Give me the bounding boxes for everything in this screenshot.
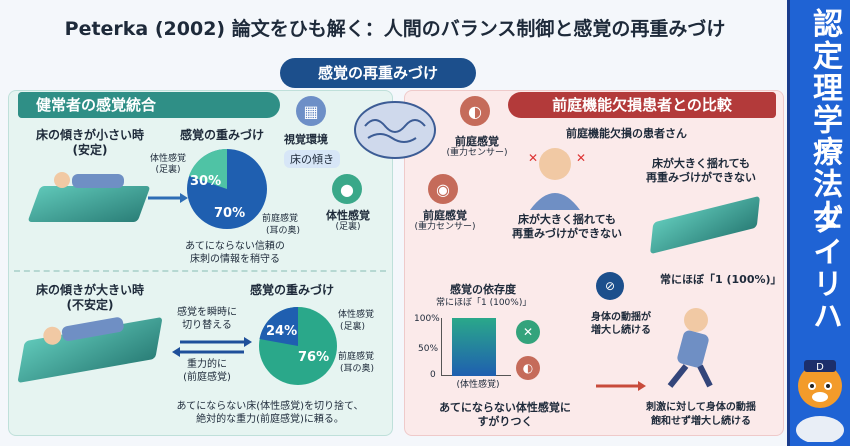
unstable-condition-sub: (不安定) (66, 298, 114, 312)
healthy-panel (8, 90, 393, 436)
stable-vest-label: 前庭感覚 (262, 214, 299, 224)
brain-icon (350, 96, 440, 166)
note2-line1: 床が大きく揺れても (517, 213, 617, 226)
stable-vest-pct: 70% (214, 206, 246, 221)
unstable-pie-chart (258, 306, 338, 386)
patient-caption-3: 刺激に対して身体の動揺 (646, 402, 756, 413)
dependence-bar-label: (体性感覚) (456, 380, 500, 390)
ear-blocked-icon: ⊘ (596, 272, 624, 300)
axis-100: 100% (414, 314, 440, 324)
sidebar-line1: 認定理学療法士 (807, 8, 842, 232)
dependence-title: 感覚の依存度 (450, 283, 516, 296)
inner-ear-icon: ◉ (428, 174, 458, 204)
unstable-vest-sub: (耳の奥) (340, 364, 375, 374)
unstable-somato-label: 体性感覚 (338, 310, 375, 320)
patient-title: 前庭機能欠損の患者さん (566, 127, 687, 140)
ear-icon: ◐ (460, 96, 490, 126)
stable-caption-1: あてにならない信頼の (185, 241, 285, 252)
unstable-caption-1: あてにならない床(体性感覚)を切り捨て、 (176, 401, 364, 412)
stable-condition-sub: (安定) (72, 143, 108, 157)
somato-label: 体性感覚 (326, 209, 370, 222)
lying-person-icon (50, 170, 130, 194)
always-one: 常にほぼ「1 (100%)」 (660, 273, 782, 286)
switch-label-2: 切り替える (182, 320, 232, 331)
tiger-mascot-icon: D (790, 352, 850, 444)
unstable-somato-sub: (足裏) (340, 322, 366, 332)
somato-sub: (足裏) (335, 222, 361, 232)
foot-crossed-icon: ✕ (516, 320, 540, 344)
stable-pie-chart (186, 148, 268, 230)
grav-label-2: (前庭感覚) (183, 372, 231, 383)
vest-label-2: 前庭感覚 (423, 209, 467, 222)
sidebar-line2: ダイリハ (807, 204, 842, 332)
sway-line2: 増大し続ける (591, 325, 651, 336)
vest-sub-2: (重力センサー) (414, 222, 476, 232)
patient-caption-1: あてにならない体性感覚に (439, 401, 571, 414)
patient-header: 前庭機能欠損患者との比較 (508, 92, 776, 118)
stable-weight-title: 感覚の重みづけ (180, 128, 265, 142)
panel-divider (14, 270, 386, 272)
page-title: Peterka (2002) 論文をひも解く：人間のバランス制御と感覚の再重みづ… (64, 18, 726, 40)
note2-line2: 再重みづけができない (512, 227, 622, 240)
unstable-condition: 床の傾きが大きい時 (35, 283, 144, 297)
unstable-caption-2: 絶対的な重力(前庭感覚)に頼る。 (196, 414, 344, 425)
foot-icon: ● (332, 174, 362, 204)
stable-somato-label: 体性感覚 (149, 154, 186, 164)
unstable-vest-pct: 76% (298, 350, 330, 365)
visual-label: 視覚環境 (284, 133, 328, 146)
note1-line2: 再重みづけができない (646, 171, 756, 184)
visual-environment-icon: ▦ (296, 96, 326, 126)
grav-label-1: 重力的に (187, 359, 227, 370)
patient-caption-2: すがりつく (477, 415, 533, 428)
switch-label-1: 感覚を瞬時に (177, 307, 237, 318)
svg-text:D: D (816, 362, 824, 373)
axis-50: 50% (418, 344, 439, 354)
unstable-weight-title: 感覚の重みづけ (250, 283, 335, 297)
patient-caption-4: 飽和せず増大し続ける (651, 416, 751, 427)
patient-panel (404, 90, 784, 436)
svg-text:✕: ✕ (576, 151, 586, 165)
stable-somato-sub: (足裏) (155, 165, 181, 175)
falling-person-icon (640, 300, 730, 390)
stable-caption-2: 床刺の情報を稍守る (190, 254, 280, 265)
stable-vest-sub: (耳の奥) (266, 226, 301, 236)
reweighting-header: 感覚の再重みづけ (280, 58, 476, 88)
unstable-somato-pct: 24% (266, 324, 298, 339)
note1-line1: 床が大きく揺れても (651, 157, 751, 170)
stable-somato-pct: 30% (190, 174, 222, 189)
svg-text:✕: ✕ (528, 151, 538, 165)
bidirectional-arrow-icon (172, 336, 252, 358)
unstable-vest-label: 前庭感覚 (338, 352, 375, 362)
floor-tilt-label: 床の傾き (284, 150, 340, 168)
sway-line1: 身体の動揺が (591, 312, 651, 323)
dependence-bar (452, 318, 496, 376)
stable-condition: 床の傾きが小さい時 (35, 128, 144, 142)
ear-small-icon: ◐ (516, 356, 540, 380)
vest-sub-1: (重力センサー) (446, 148, 508, 158)
healthy-header: 健常者の感覚統合 (18, 92, 280, 118)
lying-person-tilted-icon (38, 310, 131, 351)
sidebar: 認定理学療法士 ダイリハ D (790, 0, 850, 446)
vest-label-1: 前庭感覚 (455, 135, 499, 148)
arrow-right-icon (148, 188, 188, 203)
patient-person-icon: ✕ ✕ (520, 140, 590, 210)
arrow-red-icon (596, 376, 646, 391)
always-one-small: 常にほぼ「1 (100%)」 (436, 298, 532, 308)
axis-0: 0 (430, 370, 436, 380)
